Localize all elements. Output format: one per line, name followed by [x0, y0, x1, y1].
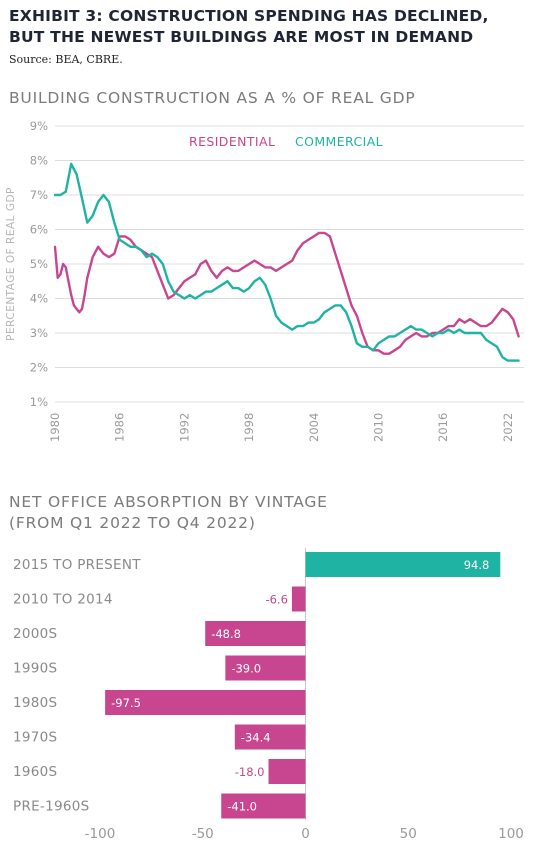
category-label: 2015 TO PRESENT: [13, 557, 141, 573]
series-line-commercial: [53, 162, 520, 362]
y-tick-label: 9%: [30, 119, 48, 133]
bar-chart-title-line2: (FROM Q1 2022 TO Q4 2022): [9, 514, 256, 532]
y-tick-label: 3%: [30, 326, 48, 340]
bar-chart-title-line1: NET OFFICE ABSORPTION BY VINTAGE: [9, 493, 328, 511]
y-tick-label: 5%: [30, 257, 48, 271]
x-tick-label: 2016: [436, 413, 450, 442]
legend-residential: RESIDENTIAL: [189, 134, 275, 149]
bar-4: [105, 690, 306, 715]
y-tick-label: 6%: [30, 223, 48, 237]
exhibit-title-line1: EXHIBIT 3: CONSTRUCTION SPENDING HAS DEC…: [9, 7, 489, 25]
category-label: 1970S: [13, 730, 57, 746]
y-tick-label: 2%: [30, 361, 48, 375]
legend-commercial: COMMERCIAL: [295, 134, 383, 149]
x-tick-label: 1992: [177, 413, 191, 442]
bar-2: [205, 621, 306, 646]
x-tick-label: -50: [192, 826, 214, 842]
category-label: 1980S: [13, 695, 57, 711]
x-tick-label: -100: [85, 826, 116, 842]
bar-7: [221, 793, 306, 819]
data-label: -39.0: [231, 662, 261, 676]
x-tick-label: 1980: [48, 413, 62, 442]
x-tick-label: 1986: [113, 413, 127, 442]
category-label: PRE-1960S: [13, 799, 90, 815]
bar-3: [225, 655, 306, 681]
bar-5: [234, 724, 306, 750]
data-label: -34.4: [241, 731, 271, 745]
data-label: -97.5: [111, 696, 141, 710]
x-tick-label: 2004: [307, 413, 321, 442]
data-label: -48.8: [211, 627, 241, 641]
y-tick-label: 7%: [30, 188, 48, 202]
y-tick-label: 4%: [30, 292, 48, 306]
y-axis-label: PERCENTAGE OF REAL GDP: [5, 187, 17, 341]
x-tick-label: 2022: [501, 413, 515, 442]
x-tick-label: 50: [400, 826, 417, 842]
bar-chart-title: NET OFFICE ABSORPTION BY VINTAGE (FROM Q…: [9, 492, 529, 534]
x-tick-label: 2010: [371, 413, 385, 442]
data-label: -41.0: [227, 800, 257, 814]
x-tick-label: 100: [498, 826, 524, 842]
source-note: Source: BEA, CBRE.: [9, 53, 123, 66]
y-tick-label: 1%: [30, 395, 48, 409]
data-label: -18.0: [235, 765, 265, 779]
exhibit-title-line2: BUT THE NEWEST BUILDINGS ARE MOST IN DEM…: [9, 28, 474, 46]
category-label: 1990S: [13, 661, 57, 677]
category-label: 1960S: [13, 764, 57, 780]
x-tick-label: 0: [301, 826, 310, 842]
category-label: 2010 TO 2014: [13, 592, 113, 608]
line-chart: 1% 2% 3% 4% 5% 6% 7% 8% 9% 1980 1986 1992 1998 2004 20…: [5, 119, 524, 442]
bar-0: [305, 552, 501, 577]
exhibit-title: EXHIBIT 3: CONSTRUCTION SPENDING HAS DEC…: [9, 6, 529, 48]
line-chart-title: BUILDING CONSTRUCTION AS A % OF REAL GDP: [9, 89, 416, 107]
x-tick-label: 1998: [242, 413, 256, 442]
data-label: -6.6: [265, 593, 287, 607]
category-label: 2000S: [13, 626, 57, 642]
data-label: 94.8: [464, 558, 490, 572]
bar-6: [268, 759, 306, 784]
y-tick-label: 8%: [30, 154, 48, 168]
bar-1: [291, 586, 306, 612]
